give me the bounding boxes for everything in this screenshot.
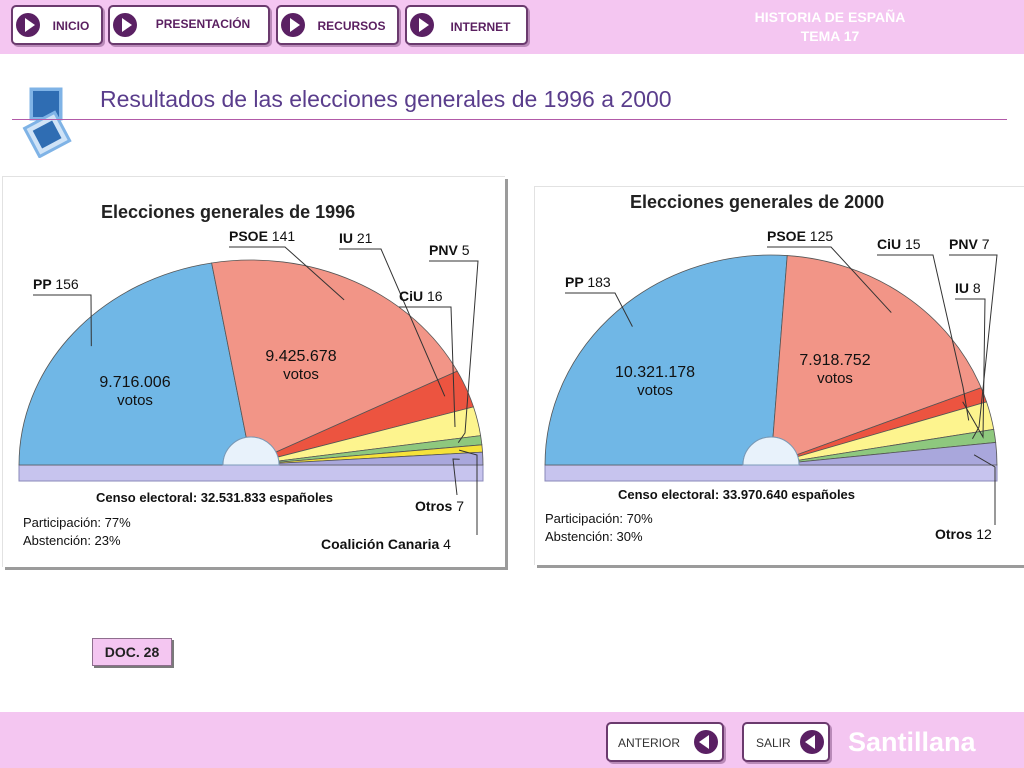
chart-2000-panel: Elecciones generales de 2000 PP 183 10.32… xyxy=(534,186,1024,565)
course-title: HISTORIA DE ESPAÑA TEMA 17 xyxy=(730,8,930,46)
bottom-bar xyxy=(0,712,1024,768)
course-subject: HISTORIA DE ESPAÑA xyxy=(754,9,906,25)
leader-line-otros xyxy=(973,454,996,525)
leader-line-pp xyxy=(33,294,92,347)
slice-label-ciu: CiU 16 xyxy=(399,288,443,304)
salir-label: SALIR xyxy=(756,736,791,750)
leader-line-otros xyxy=(452,458,460,496)
votes-psoe: 9.425.678 xyxy=(265,348,336,365)
leader-line-pp xyxy=(565,292,633,327)
recursos-label: RECURSOS xyxy=(317,19,386,33)
inicio-button[interactable]: INICIO xyxy=(11,5,103,45)
slice-label-pnv: PNV 7 xyxy=(949,236,990,252)
play-arrow-icon xyxy=(113,13,137,37)
votes-unit-psoe: votos xyxy=(817,370,853,387)
leader-line-ciu xyxy=(399,306,456,428)
document-icon xyxy=(20,82,76,159)
chart-title: Elecciones generales de 1996 xyxy=(101,202,355,222)
anterior-label: ANTERIOR xyxy=(618,736,681,750)
play-arrow-icon xyxy=(410,13,434,37)
participation-text: Participación: 77% xyxy=(23,515,131,530)
course-unit: TEMA 17 xyxy=(800,28,860,44)
recursos-button[interactable]: RECURSOS xyxy=(276,5,399,45)
slice-pp xyxy=(18,262,247,466)
votes-unit-psoe: votos xyxy=(283,366,319,383)
slice-label-pp: PP 183 xyxy=(565,274,611,290)
abstention-text: Abstención: 30% xyxy=(545,529,643,544)
slice-label-coalicion-canaria: Coalición Canaria 4 xyxy=(321,536,451,552)
back-arrow-icon xyxy=(800,730,824,754)
santillana-logo: Santillana xyxy=(848,727,976,757)
slice-label-pp: PP 156 xyxy=(33,276,79,292)
anterior-button[interactable]: ANTERIOR xyxy=(606,722,724,762)
votes-unit-pp: votos xyxy=(117,392,153,409)
doc-number-badge: DOC. 28 xyxy=(92,638,172,666)
leader-line-psoe xyxy=(767,246,892,313)
leader-line-iu xyxy=(339,248,446,397)
play-arrow-icon xyxy=(16,13,40,37)
leader-line-pnv xyxy=(429,260,479,443)
presentacion-label: PRESENTACIÓN xyxy=(155,17,251,31)
slice-label-iu: IU 21 xyxy=(339,230,373,246)
leader-line-pnv xyxy=(949,254,998,440)
chart-1996: Elecciones generales de 1996 PP 156 9.716… xyxy=(18,202,484,552)
slice-label-ciu: CiU 15 xyxy=(877,236,921,252)
chart-base xyxy=(544,464,998,482)
leader-line-psoe xyxy=(229,246,345,301)
slice-label-otros: Otros 12 xyxy=(935,526,992,542)
title-divider xyxy=(12,119,1007,120)
votes-unit-pp: votos xyxy=(637,382,673,399)
chart-hub xyxy=(222,436,280,466)
census-text: Censo electoral: 33.970.640 españoles xyxy=(618,487,855,502)
abstention-text: Abstención: 23% xyxy=(23,533,121,548)
salir-button[interactable]: SALIR xyxy=(742,722,830,762)
census-text: Censo electoral: 32.531.833 españoles xyxy=(96,490,333,505)
chart-1996-panel: Elecciones generales de 1996 PP 156 9.716… xyxy=(2,176,505,567)
votes-psoe: 7.918.752 xyxy=(799,352,870,369)
participation-text: Participación: 70% xyxy=(545,511,653,526)
internet-button[interactable]: INTERNET xyxy=(405,5,528,45)
chart-base xyxy=(18,464,484,482)
presentacion-button[interactable]: PRESENTACIÓN xyxy=(108,5,270,45)
internet-label: INTERNET xyxy=(450,20,511,34)
page-title: Resultados de las elecciones generales d… xyxy=(100,86,672,112)
inicio-label: INICIO xyxy=(52,19,90,33)
votes-pp: 10.321.178 xyxy=(615,364,695,381)
chart-hub xyxy=(742,436,800,466)
slice-label-psoe: PSOE 125 xyxy=(767,228,833,244)
chart-title: Elecciones generales de 2000 xyxy=(630,192,884,212)
leader-line-ciu xyxy=(877,254,970,421)
slice-label-psoe: PSOE 141 xyxy=(229,228,295,244)
leader-line-coalicion-canaria xyxy=(458,449,478,535)
slice-label-otros: Otros 7 xyxy=(415,498,464,514)
slice-label-pnv: PNV 5 xyxy=(429,242,470,258)
leader-line-iu xyxy=(955,298,986,439)
votes-pp: 9.716.006 xyxy=(99,374,170,391)
chart-2000: Elecciones generales de 2000 PP 183 10.32… xyxy=(544,192,998,544)
play-arrow-icon xyxy=(281,13,305,37)
back-arrow-icon xyxy=(694,730,718,754)
slice-label-iu: IU 8 xyxy=(955,280,981,296)
